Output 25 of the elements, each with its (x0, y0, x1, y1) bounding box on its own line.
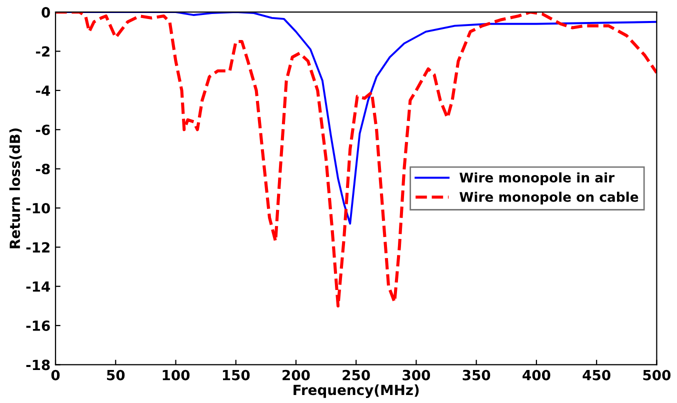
x-tick-label: 0 (51, 370, 60, 380)
y-tick-label: -12 (26, 242, 50, 252)
x-tick-label: 200 (282, 370, 310, 380)
y-tick-label: -14 (26, 282, 50, 292)
y-tick-label: -8 (36, 164, 50, 174)
x-tick-label: 350 (462, 370, 490, 380)
x-tick-label: 50 (107, 370, 125, 380)
legend-label: Wire monopole on cable (460, 192, 638, 204)
y-axis-title: Return loss(dB) (9, 128, 22, 248)
y-tick-label: 0 (42, 7, 50, 18)
x-tick-label: 150 (222, 370, 250, 380)
y-tick-label: -16 (26, 320, 50, 332)
x-tick-label: 400 (522, 370, 550, 380)
y-tick-label: -18 (26, 360, 50, 370)
x-tick-label: 100 (162, 370, 190, 380)
x-tick-label: 500 (643, 370, 671, 380)
x-axis-title: Frequency(MHz) (294, 384, 419, 398)
legend-label: Wire monopole in air (460, 172, 615, 186)
y-tick-label: -4 (36, 86, 50, 96)
x-tick-label: 450 (582, 370, 610, 380)
y-tick-label: -10 (26, 202, 50, 214)
y-tick-label: -2 (36, 46, 50, 57)
x-tick-label: 250 (342, 370, 370, 380)
x-tick-label: 300 (402, 370, 430, 380)
y-tick-label: -6 (36, 124, 50, 136)
